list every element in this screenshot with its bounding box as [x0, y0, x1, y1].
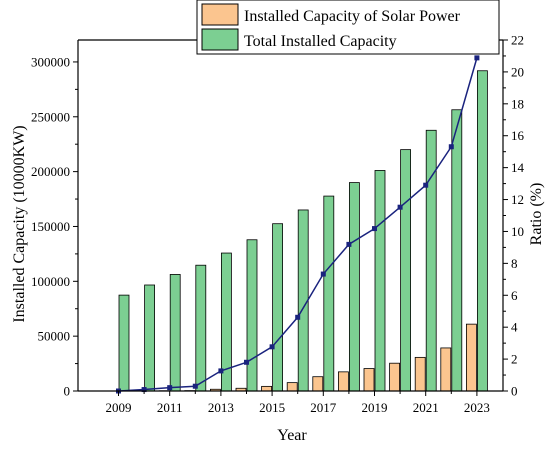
y2-axis-label: Ratio (%) — [528, 183, 545, 246]
bar-total-2014 — [246, 239, 258, 392]
bar-total-2012 — [195, 264, 207, 392]
x-tick-label: 2013 — [208, 400, 234, 415]
y-tick-label: 200000 — [31, 164, 70, 179]
bar-solar-2019 — [363, 368, 375, 392]
ratio-point-2019 — [372, 226, 377, 232]
y2-tick-label: 4 — [511, 320, 518, 335]
bar-solar-2023 — [465, 323, 477, 392]
y2-tick-label: 22 — [511, 33, 524, 48]
ratio-point-2011 — [167, 385, 173, 391]
tick-labels: 0 50000 100000 150000 200000 250000 300000 0 2 4 6… — [31, 33, 525, 416]
x-tick-label: 2019 — [362, 400, 388, 415]
ratio-point-2022 — [448, 144, 454, 150]
x-tick-label: 2011 — [157, 400, 183, 415]
ratio-point-2013 — [218, 368, 224, 374]
y2-tick-label: 6 — [511, 288, 518, 303]
ratio-point-2012 — [192, 383, 198, 389]
ratio-point-2018 — [346, 241, 352, 247]
x-axis-label: Year — [277, 427, 307, 444]
y2-tick-label: 0 — [511, 384, 518, 399]
bar-total-2009 — [118, 294, 130, 392]
y-tick-label: 0 — [64, 384, 71, 399]
ratio-point-2023 — [474, 55, 480, 61]
ratio-point-2014 — [244, 359, 249, 365]
bars — [118, 70, 488, 392]
ratio-point-2010 — [141, 387, 147, 393]
y2-tick-label: 12 — [511, 192, 524, 207]
y-tick-label: 50000 — [38, 329, 71, 344]
bar-total-2021 — [425, 129, 437, 392]
bar-total-2016 — [297, 209, 309, 392]
legend-label-total: Total Installed Capacity — [244, 33, 397, 50]
bar-solar-2016 — [286, 382, 298, 392]
x-tick-label: 2023 — [464, 400, 490, 415]
y-tick-label: 150000 — [31, 219, 70, 234]
bar-solar-2015 — [261, 385, 273, 392]
ratio-point-2015 — [269, 344, 275, 350]
bar-solar-2018 — [337, 371, 349, 392]
y2-tick-label: 8 — [511, 256, 518, 271]
x-tick-label: 2015 — [259, 400, 285, 415]
axes — [73, 39, 508, 396]
legend: Installed Capacity of Solar Power Total … — [196, 0, 500, 55]
ratio-point-2016 — [295, 314, 301, 320]
bar-total-2017 — [323, 195, 335, 392]
y2-tick-label: 10 — [511, 224, 524, 239]
legend-swatch-solar — [201, 3, 239, 26]
bar-total-2020 — [400, 149, 412, 392]
y2-tick-label: 14 — [511, 160, 525, 175]
bar-total-2015 — [272, 223, 284, 392]
bar-total-2023 — [476, 70, 488, 392]
ratio-point-2017 — [320, 271, 326, 277]
y-tick-label: 250000 — [31, 109, 70, 124]
legend-swatch-total — [201, 28, 239, 51]
y-tick-label: 300000 — [31, 54, 70, 69]
bar-solar-2017 — [312, 376, 324, 392]
x-tick-label: 2021 — [413, 400, 439, 415]
bar-solar-2022 — [440, 347, 452, 392]
y2-tick-label: 18 — [511, 96, 524, 111]
y-tick-label: 100000 — [31, 274, 70, 289]
y2-tick-label: 20 — [511, 64, 524, 79]
bar-total-2010 — [144, 284, 156, 392]
y2-tick-label: 16 — [511, 128, 525, 143]
ratio-point-2021 — [423, 182, 429, 188]
bar-solar-2021 — [414, 356, 426, 392]
bar-total-2019 — [374, 170, 386, 392]
y2-tick-label: 2 — [511, 352, 518, 367]
bar-solar-2020 — [389, 362, 401, 392]
bar-total-2018 — [348, 182, 360, 392]
ratio-point-2020 — [397, 204, 403, 210]
x-tick-label: 2017 — [310, 400, 337, 415]
legend-label-solar: Installed Capacity of Solar Power — [244, 8, 461, 25]
bar-total-2011 — [169, 274, 181, 392]
y-axis-label: Installed Capacity (10000KW) — [11, 125, 28, 322]
legend-frame — [196, 0, 500, 55]
bar-total-2022 — [451, 109, 463, 392]
x-tick-label: 2009 — [106, 400, 132, 415]
